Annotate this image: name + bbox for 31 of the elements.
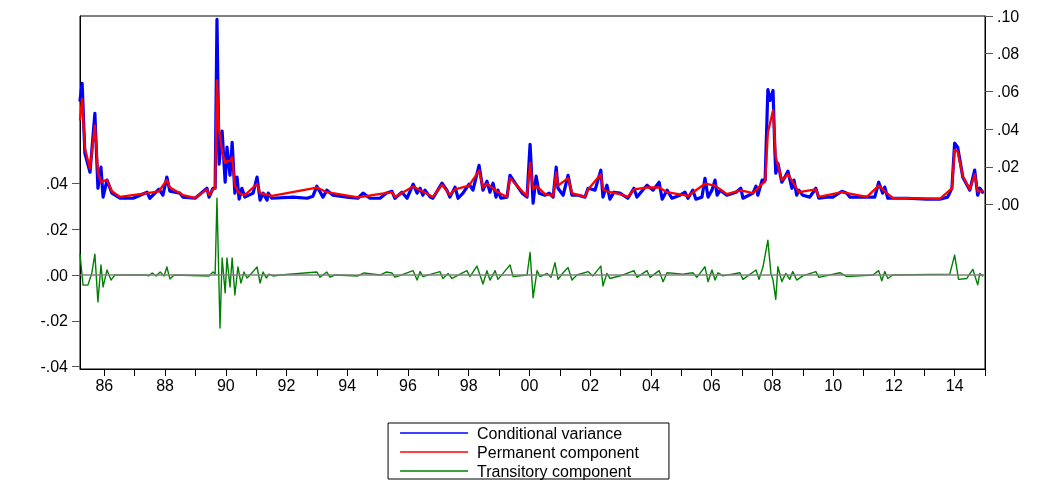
- y-tick-label: .02: [45, 220, 69, 238]
- x-tick-label: 92: [277, 376, 296, 394]
- y2-tick-label: .06: [997, 82, 1020, 100]
- legend-label: Transitory component: [477, 462, 632, 480]
- x-tick-label: 12: [884, 376, 903, 394]
- x-tick-label: 08: [763, 376, 782, 394]
- y2-tick-label: .08: [997, 45, 1020, 63]
- y2-tick-label: .00: [997, 195, 1020, 213]
- line-series: [79, 197, 984, 329]
- x-tick-label: 02: [581, 376, 600, 394]
- y-tick-label: .04: [45, 174, 69, 192]
- x-tick-label: 86: [95, 376, 114, 394]
- x-tick-label: 10: [824, 376, 843, 394]
- legend-label: Permanent component: [477, 443, 640, 461]
- x-tick-label: 04: [642, 376, 660, 394]
- x-tick-label: 94: [338, 376, 357, 394]
- line-series: [78, 79, 984, 200]
- x-tick-label: 88: [156, 376, 175, 394]
- x-tick-label: 06: [702, 376, 721, 394]
- y-tick-label: -.04: [40, 358, 69, 376]
- y2-tick-label: .10: [997, 7, 1020, 25]
- x-tick-label: 96: [399, 376, 417, 394]
- y2-tick-label: .04: [997, 120, 1020, 138]
- x-tick-label: 98: [459, 376, 478, 394]
- y2-tick-label: .02: [997, 158, 1020, 176]
- y-tick-label: -.02: [40, 312, 69, 330]
- x-tick-label: 14: [945, 376, 964, 394]
- x-tick-label: 90: [216, 376, 235, 394]
- y-tick-label: .00: [45, 266, 69, 284]
- legend-label: Conditional variance: [477, 424, 623, 442]
- x-tick-label: 00: [520, 376, 539, 394]
